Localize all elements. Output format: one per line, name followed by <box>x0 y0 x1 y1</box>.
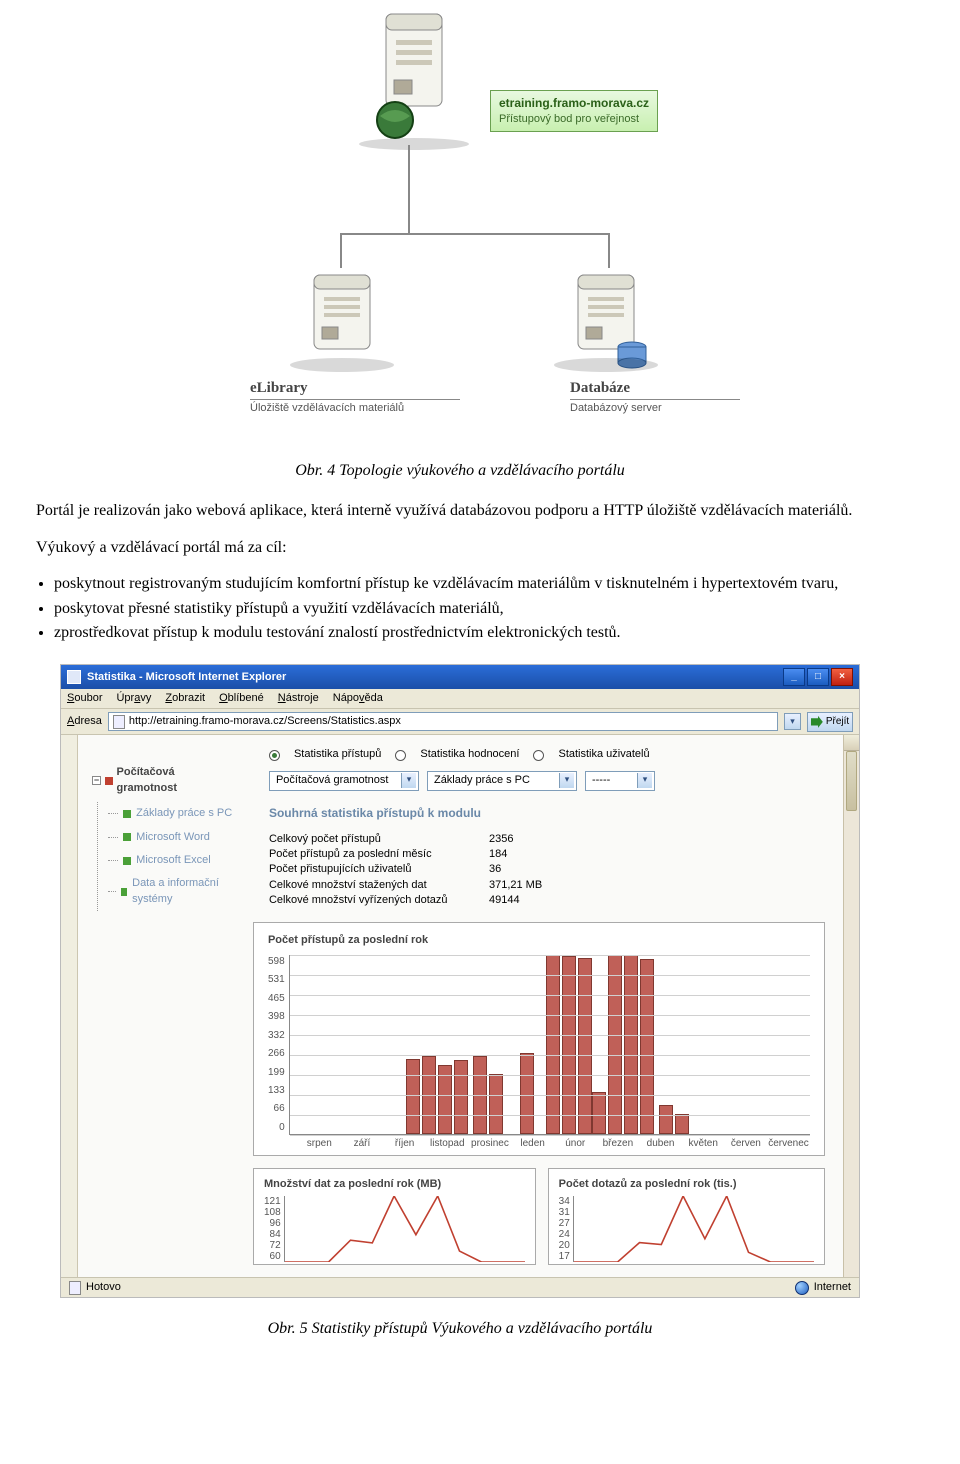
page-content: − Počítačová gramotnost Základy práce s … <box>61 735 859 1277</box>
portal-subtitle: Přístupový bod pro veřejnost <box>499 112 649 127</box>
topology-diagram: etraining.framo-morava.cz Přístupový bod… <box>140 0 780 440</box>
tree-leaf-icon <box>123 857 131 865</box>
sidebar-tree: − Počítačová gramotnost Základy práce s … <box>78 735 241 1277</box>
collapse-icon[interactable]: − <box>92 776 101 785</box>
window-titlebar[interactable]: Statistika - Microsoft Internet Explorer… <box>61 665 859 689</box>
ie-window: Statistika - Microsoft Internet Explorer… <box>60 664 860 1298</box>
tree-leaf-icon <box>121 888 127 896</box>
page-icon <box>113 715 125 729</box>
left-gutter <box>61 735 78 1277</box>
menu-zobrazit[interactable]: Zobrazit <box>165 691 205 706</box>
address-label: Adresa <box>67 714 102 729</box>
barchart-box: Počet přístupů za poslední rok 598531465… <box>253 922 825 1155</box>
barchart-plot <box>289 955 810 1135</box>
radio-hodnoceni[interactable] <box>395 750 406 761</box>
tree-child-4[interactable]: Data a informační systémy <box>108 872 233 911</box>
filter-dropdowns: Počítačová gramotnost▾ Základy práce s P… <box>269 771 825 791</box>
database-server-icon <box>548 265 678 380</box>
paragraph-2: Výukový a vzdělávací portál má za cíl: <box>0 537 920 559</box>
minimize-button[interactable]: _ <box>783 668 805 686</box>
tree-leaf-icon <box>123 833 131 841</box>
address-url: http://etraining.framo-morava.cz/Screens… <box>129 714 401 729</box>
ie-icon <box>67 670 81 684</box>
status-bar: Hotovo Internet <box>61 1277 859 1297</box>
figure4-caption: Obr. 4 Topologie výukového a vzdělávacíh… <box>0 460 920 482</box>
menu-upravy[interactable]: Úpravy <box>116 691 151 706</box>
address-dropdown-button[interactable]: ▾ <box>784 713 801 730</box>
menu-nastroje[interactable]: Nástroje <box>278 691 319 706</box>
elibrary-label: eLibrary Úložiště vzdělávacích materiálů <box>250 378 460 416</box>
maximize-button[interactable]: □ <box>807 668 829 686</box>
barchart-yaxis: 598531465398332266199133660 <box>268 955 289 1135</box>
scrollbar[interactable] <box>843 735 859 1277</box>
menu-soubor[interactable]: Soubor <box>67 691 102 706</box>
go-arrow-icon <box>811 716 823 728</box>
web-server-icon <box>350 0 480 150</box>
internet-zone-icon <box>795 1281 809 1295</box>
close-button[interactable]: × <box>831 668 853 686</box>
dropdown-sub[interactable]: -----▾ <box>585 771 655 791</box>
paragraph-1: Portál je realizován jako webová aplikac… <box>0 500 920 522</box>
window-title: Statistika - Microsoft Internet Explorer <box>87 670 781 685</box>
elibrary-server-icon <box>280 265 410 380</box>
menu-napoveda[interactable]: Nápověda <box>333 691 383 706</box>
main-panel: Statistika přístupů Statistika hodnocení… <box>241 735 843 1277</box>
bullet-2: poskytovat přesné statistiky přístupů a … <box>54 598 920 620</box>
radio-pristupu[interactable] <box>269 750 280 761</box>
barchart-title: Počet přístupů za poslední rok <box>268 933 810 948</box>
menu-bar: Soubor Úpravy Zobrazit Oblíbené Nástroje… <box>61 689 859 709</box>
radio-uzivatelu[interactable] <box>533 750 544 761</box>
bullet-3: zprostředkovat přístup k modulu testován… <box>54 622 920 644</box>
smallchart-data: Množství dat za poslední rok (MB) 121108… <box>253 1168 536 1265</box>
portal-banner: etraining.framo-morava.cz Přístupový bod… <box>490 90 658 132</box>
stats-type-radios: Statistika přístupů Statistika hodnocení… <box>269 747 825 762</box>
go-button[interactable]: Přejít <box>807 712 853 732</box>
database-label: Databáze Databázový server <box>570 378 740 416</box>
tree-root[interactable]: − Počítačová gramotnost <box>92 765 233 796</box>
smallchart-queries: Počet dotazů za poslední rok (tis.) 3431… <box>548 1168 825 1265</box>
address-field[interactable]: http://etraining.framo-morava.cz/Screens… <box>108 712 778 731</box>
dropdown-category[interactable]: Počítačová gramotnost▾ <box>269 771 419 791</box>
smallchart-left-plot <box>284 1196 525 1262</box>
tree-leaf-icon <box>123 810 131 818</box>
menu-oblibene[interactable]: Oblíbené <box>219 691 264 706</box>
tree-child-2[interactable]: Microsoft Word <box>108 826 233 849</box>
small-charts-row: Množství dat za poslední rok (MB) 121108… <box>253 1168 825 1265</box>
bullet-1: poskytnout registrovaným studujícím komf… <box>54 573 920 595</box>
tree-root-marker-icon <box>105 777 113 785</box>
barchart-xaxis: srpenzáříříjenlistopadprosinecledenúnorb… <box>298 1135 810 1151</box>
goals-list: poskytnout registrovaným studujícím komf… <box>54 573 920 644</box>
tree-child-3[interactable]: Microsoft Excel <box>108 849 233 872</box>
stats-summary: Celkový počet přístupů2356 Počet přístup… <box>269 832 825 909</box>
smallchart-right-plot <box>573 1196 814 1262</box>
stats-heading: Souhrná statistika přístupů k modulu <box>269 805 825 822</box>
figure5-caption: Obr. 5 Statistiky přístupů Výukového a v… <box>0 1318 920 1340</box>
tree-child-1[interactable]: Základy práce s PC <box>108 802 233 825</box>
status-zone: Internet <box>814 1280 851 1295</box>
portal-url: etraining.framo-morava.cz <box>499 95 649 112</box>
status-page-icon <box>69 1281 81 1295</box>
dropdown-module[interactable]: Základy práce s PC▾ <box>427 771 577 791</box>
status-text: Hotovo <box>86 1280 121 1295</box>
address-bar: Adresa http://etraining.framo-morava.cz/… <box>61 709 859 735</box>
